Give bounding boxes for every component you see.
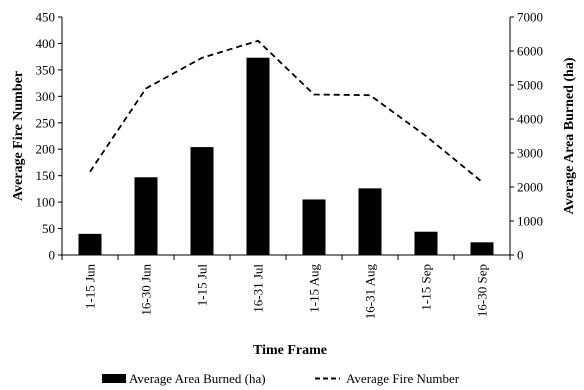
legend-bar-label: Average Area Burned (ha) [129,371,266,386]
bar [302,199,326,255]
bar [190,147,214,255]
left-tick-label: 150 [36,168,56,183]
x-tick-label: 16-30 Jun [139,264,154,316]
right-tick-label: 7000 [517,10,543,25]
bar [358,188,382,255]
right-tick-label: 5000 [517,78,543,93]
x-tick-label: 16-31 Jul [251,264,266,313]
left-tick-label: 250 [36,115,56,130]
x-axis-ticks: 1-15 Jun 16-30 Jun 1-15 Jul 16-31 Jul 1-15 A… [61,255,511,320]
right-tick-label: 0 [517,248,524,263]
left-tick-label: 0 [49,248,56,263]
x-tick-label: 16-30 Sep [475,264,490,317]
right-axis-ticks: 0 1000 2000 3000 4000 5000 6000 7000 [510,10,543,263]
legend: Average Area Burned (ha) Average Fire Nu… [102,371,460,386]
left-axis-ticks: 0 50 100 150 200 250 300 350 400 450 [36,10,62,263]
bar [414,231,438,255]
bar [470,242,494,255]
legend-line-label: Average Fire Number [346,371,460,386]
x-tick-label: 1-15 Jun [83,264,98,310]
legend-bar-swatch [102,374,126,383]
x-tick-label: 16-31 Aug [363,264,378,320]
left-tick-label: 50 [42,221,55,236]
bars [78,57,494,256]
left-tick-label: 400 [36,36,56,51]
left-tick-label: 300 [36,89,56,104]
y2-axis-title: Average Area Burned (ha) [562,57,577,214]
line-series [89,39,483,183]
plot-area [61,17,511,256]
right-tick-label: 6000 [517,44,543,59]
right-tick-label: 3000 [517,146,543,161]
bar [246,57,270,256]
left-tick-label: 200 [36,142,56,157]
left-tick-label: 450 [36,10,56,25]
right-tick-label: 4000 [517,112,543,127]
right-tick-label: 2000 [517,180,543,195]
fire-number-line [89,39,483,183]
x-tick-label: 1-15 Sep [419,264,434,311]
bar [134,177,158,255]
x-axis-title: Time Frame [253,343,327,358]
left-tick-label: 100 [36,195,56,210]
left-tick-label: 350 [36,62,56,77]
right-tick-label: 1000 [517,214,543,229]
bar [78,233,102,255]
y-axis-title: Average Fire Number [11,71,26,201]
x-tick-label: 1-15 Jul [195,264,210,307]
x-tick-label: 1-15 Aug [307,264,322,313]
